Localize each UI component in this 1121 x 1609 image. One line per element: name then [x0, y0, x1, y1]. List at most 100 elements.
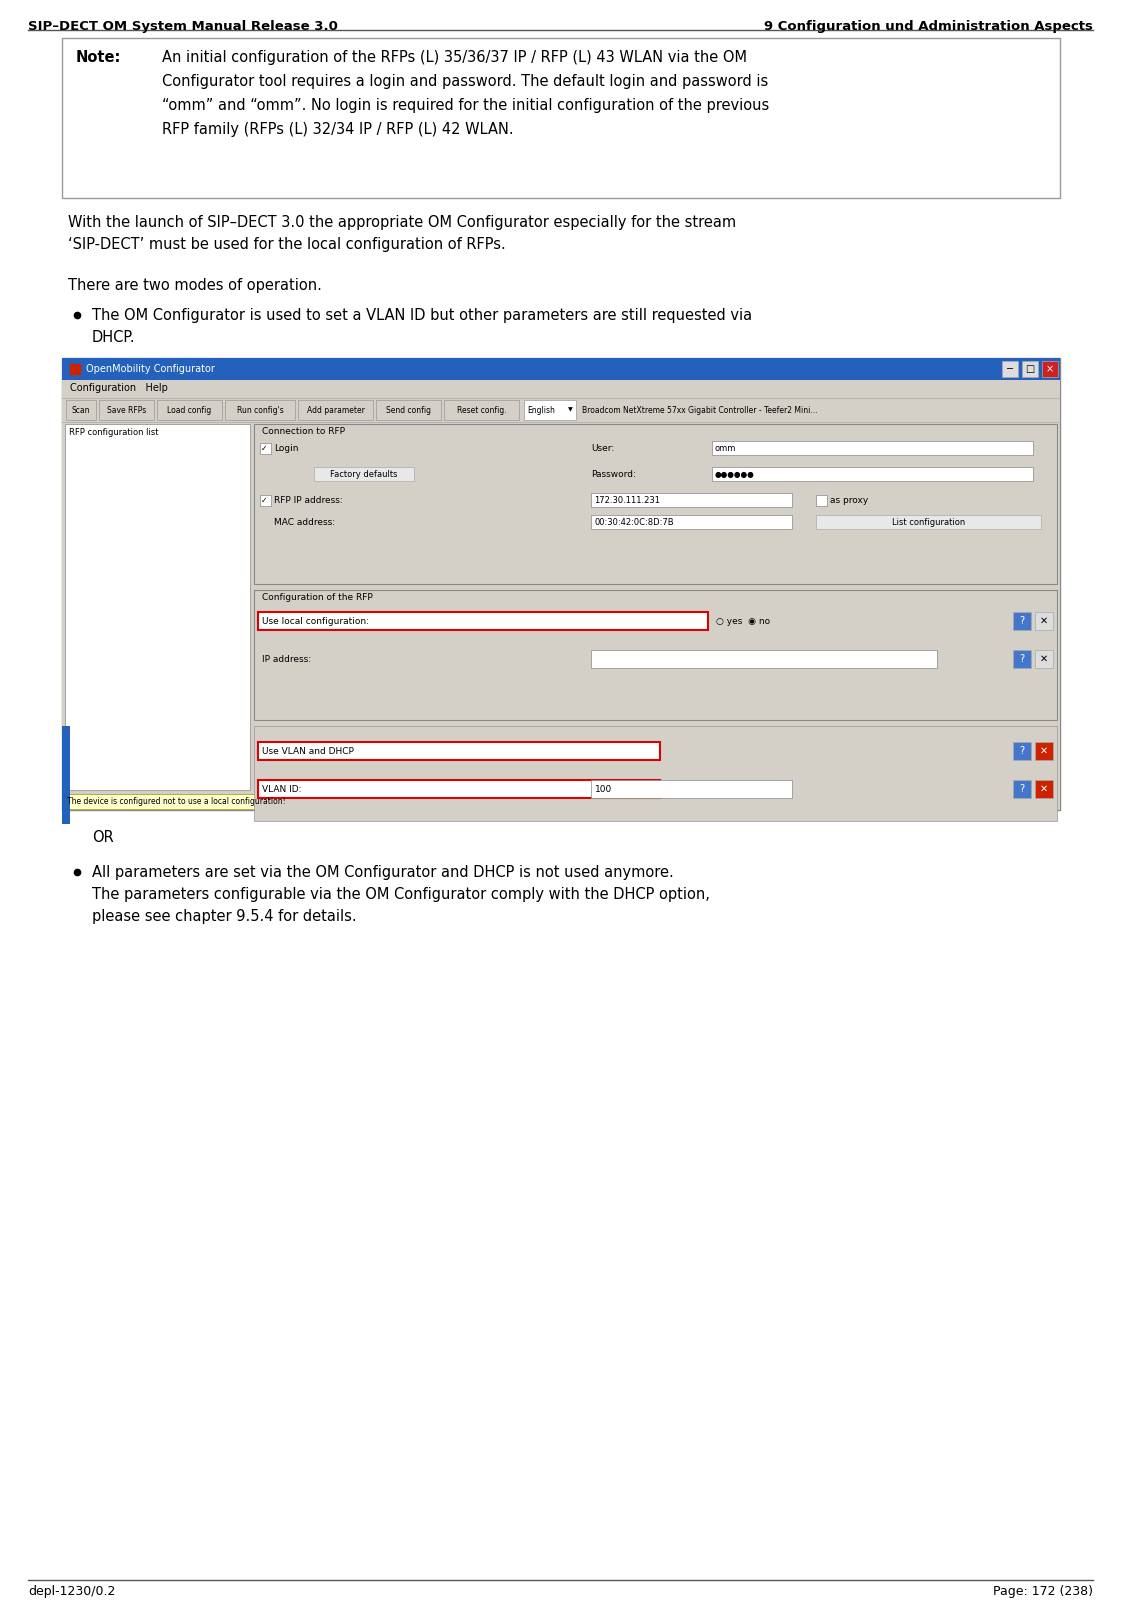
- FancyBboxPatch shape: [99, 401, 154, 420]
- FancyBboxPatch shape: [591, 650, 936, 668]
- Text: ?: ?: [1019, 784, 1025, 793]
- FancyBboxPatch shape: [1035, 742, 1053, 759]
- Text: Run config's: Run config's: [237, 405, 284, 415]
- Text: “omm” and “omm”. No login is required for the initial configuration of the previ: “omm” and “omm”. No login is required fo…: [163, 98, 769, 113]
- Text: Broadcom NetXtreme 57xx Gigabit Controller - Teefer2 Mini…: Broadcom NetXtreme 57xx Gigabit Controll…: [582, 405, 818, 415]
- Text: ✓: ✓: [261, 496, 268, 505]
- Text: 00:30:42:0C:8D:7B: 00:30:42:0C:8D:7B: [594, 518, 674, 526]
- Text: Note:: Note:: [76, 50, 121, 64]
- FancyBboxPatch shape: [258, 780, 659, 798]
- FancyBboxPatch shape: [591, 780, 793, 798]
- Text: Connection to RFP: Connection to RFP: [262, 426, 345, 436]
- FancyBboxPatch shape: [591, 492, 793, 507]
- Text: Scan: Scan: [72, 405, 91, 415]
- FancyBboxPatch shape: [62, 397, 1060, 422]
- Text: Login: Login: [274, 444, 298, 452]
- Text: The device is configured not to use a local configuration!: The device is configured not to use a lo…: [67, 796, 286, 806]
- FancyBboxPatch shape: [62, 792, 1060, 809]
- Text: Configuration of the RFP: Configuration of the RFP: [262, 594, 373, 602]
- FancyBboxPatch shape: [314, 467, 414, 481]
- Text: An initial configuration of the RFPs (L) 35/36/37 IP / RFP (L) 43 WLAN via the O: An initial configuration of the RFPs (L)…: [163, 50, 747, 64]
- Text: User:: User:: [591, 444, 614, 452]
- FancyBboxPatch shape: [1013, 780, 1031, 798]
- FancyBboxPatch shape: [1035, 650, 1053, 668]
- Text: List configuration: List configuration: [892, 518, 965, 526]
- Text: ✓: ✓: [261, 444, 268, 452]
- Text: OR: OR: [92, 830, 113, 845]
- Text: With the launch of SIP–DECT 3.0 the appropriate OM Configurator especially for t: With the launch of SIP–DECT 3.0 the appr…: [68, 216, 736, 230]
- FancyBboxPatch shape: [62, 380, 1060, 397]
- FancyBboxPatch shape: [1043, 360, 1058, 377]
- FancyBboxPatch shape: [1013, 650, 1031, 668]
- Text: MAC address:: MAC address:: [274, 518, 335, 526]
- FancyBboxPatch shape: [157, 401, 222, 420]
- FancyBboxPatch shape: [591, 515, 793, 529]
- Text: Add parameter: Add parameter: [306, 405, 364, 415]
- FancyBboxPatch shape: [260, 496, 271, 505]
- FancyBboxPatch shape: [225, 401, 295, 420]
- Text: ○ yes  ◉ no: ○ yes ◉ no: [715, 616, 770, 626]
- FancyBboxPatch shape: [712, 467, 1032, 481]
- Text: DHCP.: DHCP.: [92, 330, 136, 344]
- Text: ?: ?: [1019, 653, 1025, 665]
- Text: as proxy: as proxy: [830, 496, 869, 505]
- Text: Use local configuration:: Use local configuration:: [262, 616, 369, 626]
- Text: Save RFPs: Save RFPs: [106, 405, 146, 415]
- FancyBboxPatch shape: [254, 425, 1057, 584]
- Text: Use VLAN and DHCP: Use VLAN and DHCP: [262, 747, 354, 756]
- Text: ▼: ▼: [568, 407, 573, 412]
- Text: ●●●●●●: ●●●●●●: [715, 470, 754, 478]
- FancyBboxPatch shape: [816, 496, 827, 505]
- Text: All parameters are set via the OM Configurator and DHCP is not used anymore.: All parameters are set via the OM Config…: [92, 866, 674, 880]
- FancyBboxPatch shape: [298, 401, 373, 420]
- Text: ‘SIP-DECT’ must be used for the local configuration of RFPs.: ‘SIP-DECT’ must be used for the local co…: [68, 237, 506, 253]
- Text: 172.30.111.231: 172.30.111.231: [594, 496, 660, 505]
- Text: SIP–DECT OM System Manual Release 3.0: SIP–DECT OM System Manual Release 3.0: [28, 19, 337, 34]
- Text: □: □: [1026, 364, 1035, 373]
- Text: Configuration   Help: Configuration Help: [70, 383, 168, 393]
- FancyBboxPatch shape: [62, 357, 1060, 380]
- Text: −: −: [1006, 364, 1015, 373]
- FancyBboxPatch shape: [524, 401, 576, 420]
- Text: OpenMobility Configurator: OpenMobility Configurator: [86, 364, 215, 373]
- Text: RFP family (RFPs (L) 32/34 IP / RFP (L) 42 WLAN.: RFP family (RFPs (L) 32/34 IP / RFP (L) …: [163, 122, 513, 137]
- Text: 9 Configuration und Administration Aspects: 9 Configuration und Administration Aspec…: [765, 19, 1093, 34]
- FancyBboxPatch shape: [258, 611, 707, 631]
- Text: Send config: Send config: [386, 405, 430, 415]
- Text: Configurator tool requires a login and password. The default login and password : Configurator tool requires a login and p…: [163, 74, 768, 88]
- Text: ✕: ✕: [1040, 784, 1048, 793]
- FancyBboxPatch shape: [258, 742, 659, 759]
- Text: RFP configuration list: RFP configuration list: [70, 428, 158, 438]
- FancyBboxPatch shape: [62, 422, 1060, 792]
- Text: Reset config.: Reset config.: [456, 405, 507, 415]
- FancyBboxPatch shape: [1013, 742, 1031, 759]
- FancyBboxPatch shape: [1022, 360, 1038, 377]
- Text: ?: ?: [1019, 616, 1025, 626]
- FancyBboxPatch shape: [1002, 360, 1018, 377]
- Text: ✕: ✕: [1040, 653, 1048, 665]
- Text: ?: ?: [1019, 747, 1025, 756]
- Text: Factory defaults: Factory defaults: [331, 470, 398, 478]
- Text: The parameters configurable via the OM Configurator comply with the DHCP option,: The parameters configurable via the OM C…: [92, 887, 710, 903]
- FancyBboxPatch shape: [254, 726, 1057, 821]
- FancyBboxPatch shape: [1013, 611, 1031, 631]
- Text: RFP IP address:: RFP IP address:: [274, 496, 343, 505]
- FancyBboxPatch shape: [254, 591, 1057, 719]
- FancyBboxPatch shape: [65, 425, 250, 790]
- Text: ✕: ✕: [1040, 747, 1048, 756]
- Text: ×: ×: [1046, 364, 1054, 373]
- Text: The OM Configurator is used to set a VLAN ID but other parameters are still requ: The OM Configurator is used to set a VLA…: [92, 307, 752, 323]
- Text: 100: 100: [595, 785, 612, 793]
- Text: IP address:: IP address:: [262, 655, 312, 663]
- FancyBboxPatch shape: [816, 515, 1041, 529]
- FancyBboxPatch shape: [64, 793, 484, 809]
- FancyBboxPatch shape: [376, 401, 441, 420]
- Text: omm: omm: [715, 444, 736, 452]
- Text: ✕: ✕: [1040, 616, 1048, 626]
- Text: please see chapter 9.5.4 for details.: please see chapter 9.5.4 for details.: [92, 909, 356, 924]
- Text: Page: 172 (238): Page: 172 (238): [993, 1585, 1093, 1598]
- FancyBboxPatch shape: [712, 441, 1032, 455]
- FancyBboxPatch shape: [62, 39, 1060, 198]
- Text: Load config: Load config: [167, 405, 212, 415]
- FancyBboxPatch shape: [1035, 611, 1053, 631]
